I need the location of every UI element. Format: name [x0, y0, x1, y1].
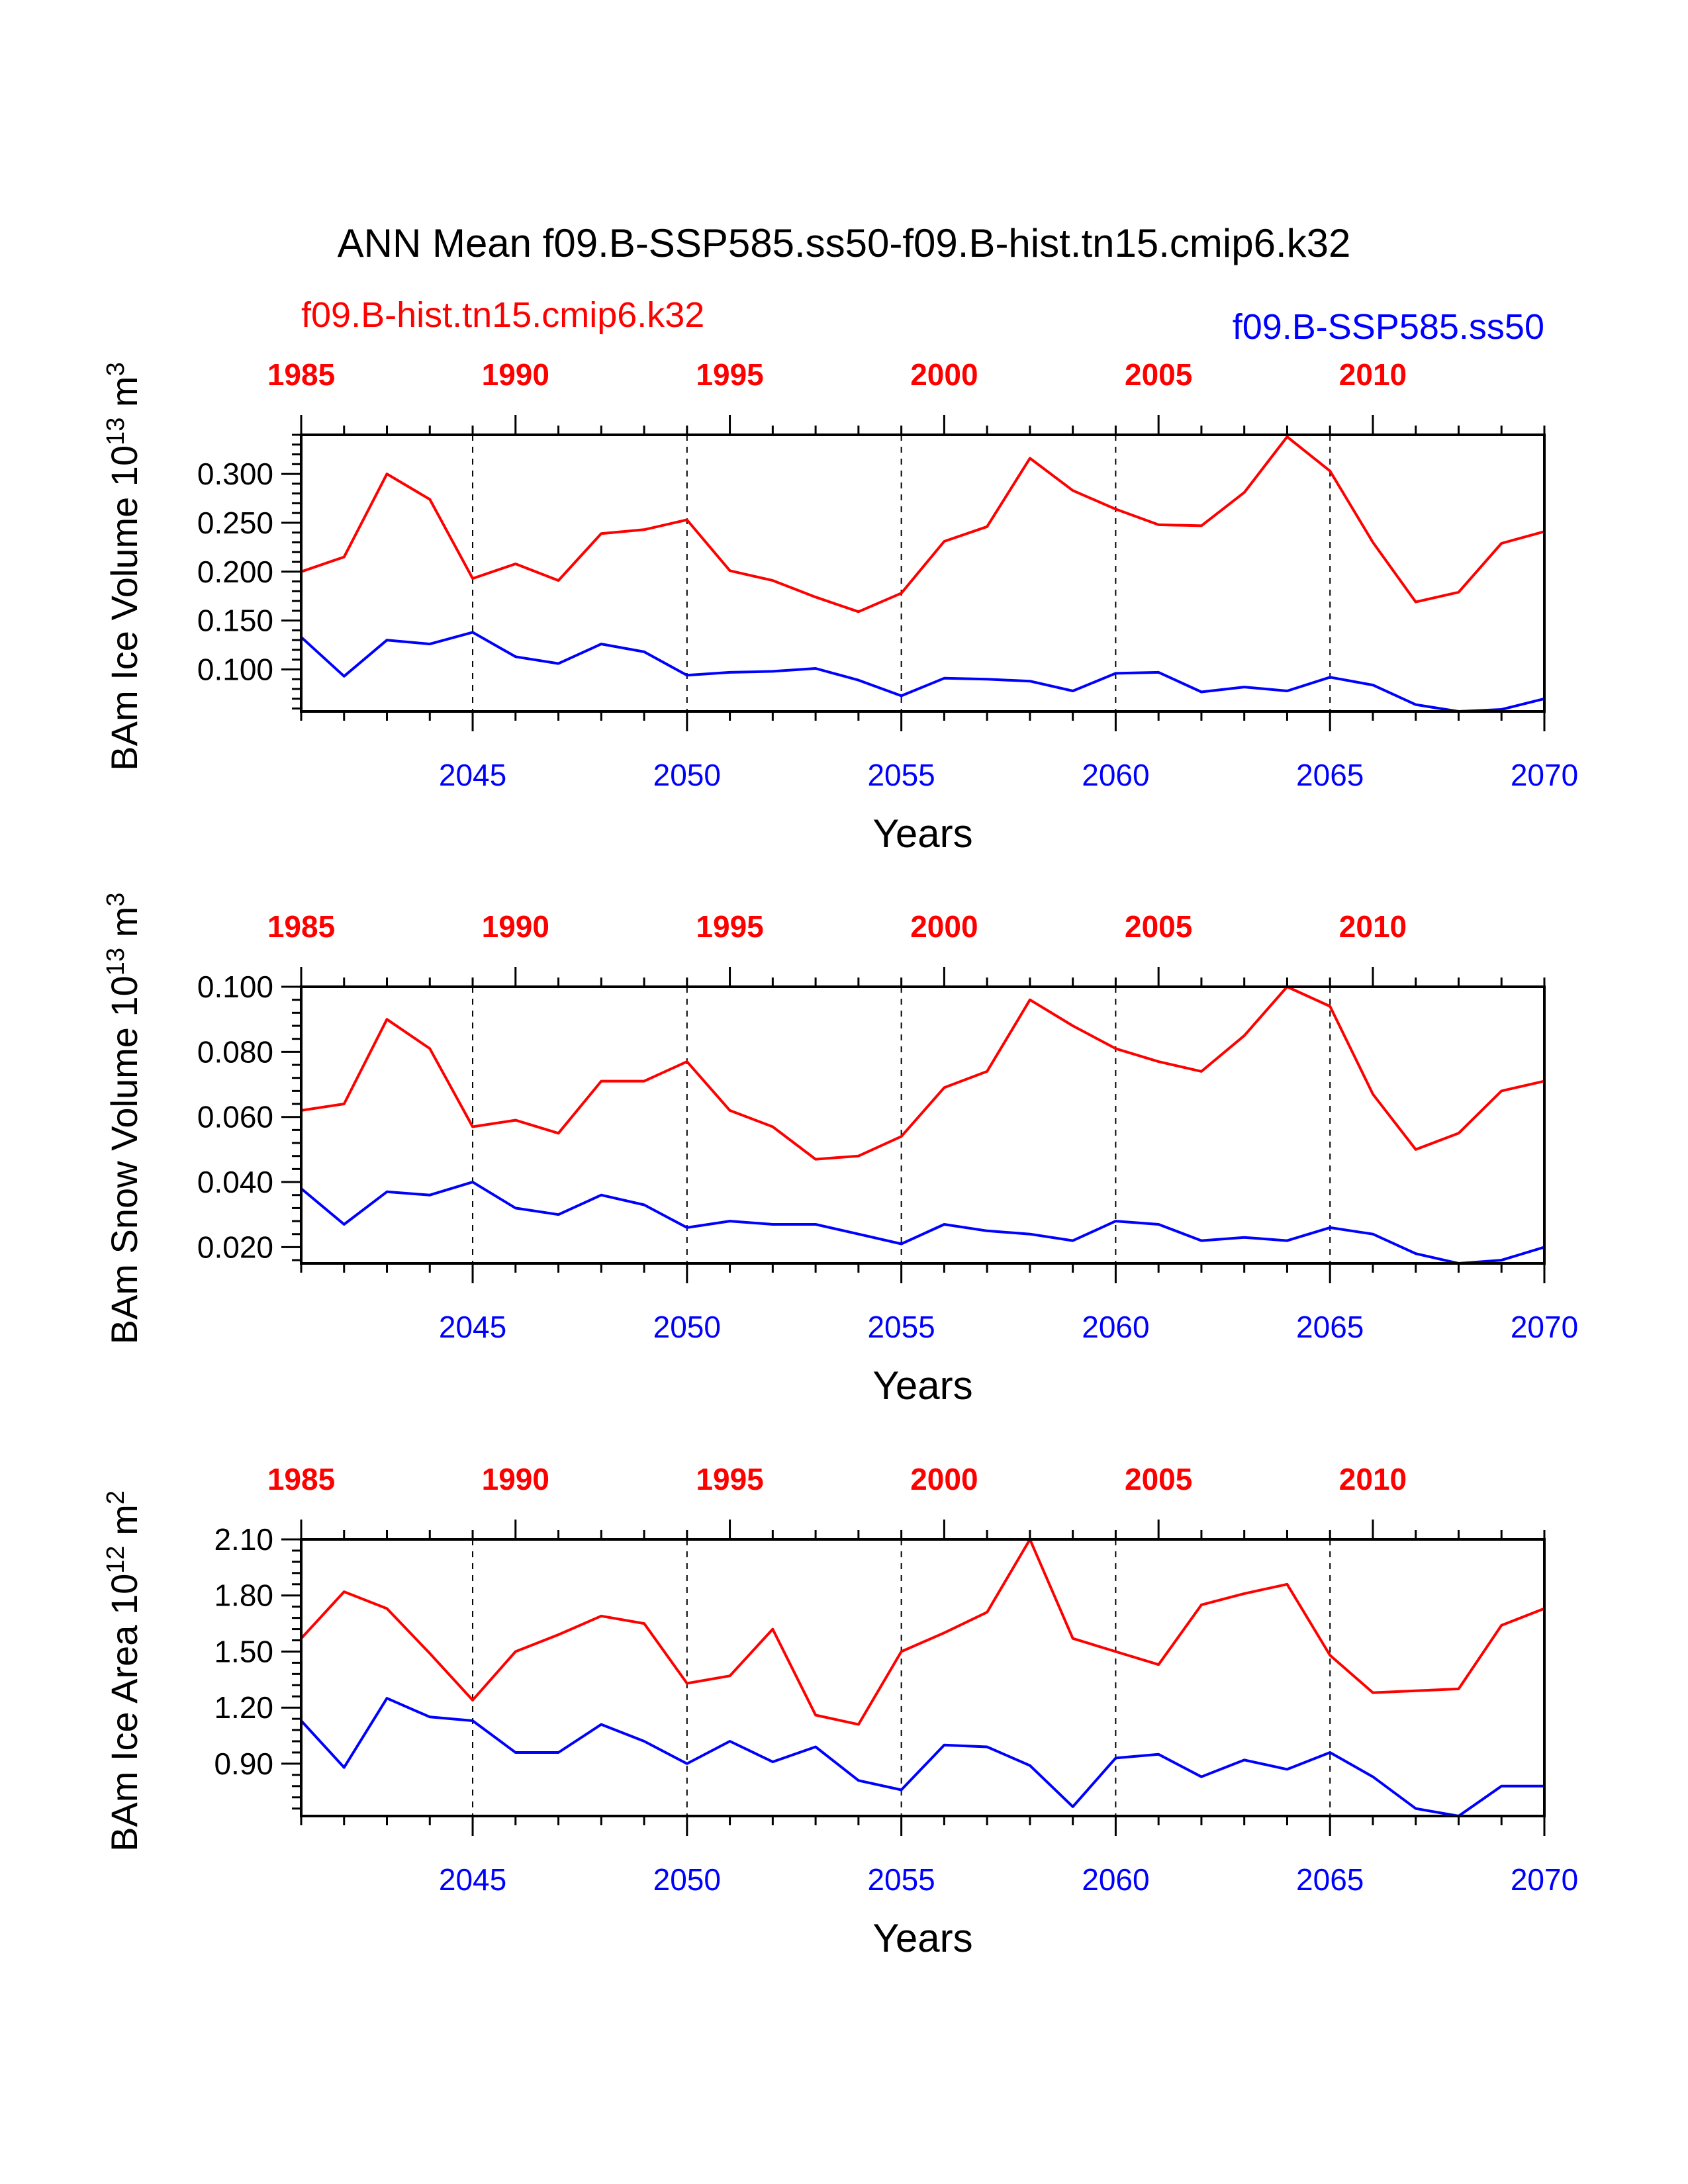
x-tick-label-top: 2000: [910, 909, 978, 944]
x-axis-label: Years: [872, 1916, 972, 1960]
series-line-red: [300, 1538, 1545, 1726]
y-tick-label: 0.250: [197, 506, 273, 540]
y-tick-label: 1.50: [214, 1634, 273, 1668]
y-axis-label-part: m: [103, 907, 145, 948]
y-axis-label: BAm Snow Volume 1013 m3: [102, 893, 145, 1345]
x-tick-label-bottom: 2070: [1511, 1862, 1578, 1897]
series-line-blue: [300, 1181, 1545, 1265]
x-tick-label-top: 2005: [1125, 357, 1192, 392]
y-tick-label: 0.080: [197, 1034, 273, 1069]
y-axis-label-part: 2: [102, 1490, 130, 1504]
x-tick-label-top: 1985: [267, 909, 335, 944]
x-axis-label: Years: [872, 1363, 972, 1408]
panel-3: 2045 2050 2055 2060 2065 2070 1985 1990 1995 2000…: [102, 1462, 1578, 1960]
x-tick-label-bottom: 2055: [867, 1862, 935, 1897]
y-tick-label: 0.300: [197, 457, 273, 491]
x-tick-label-top: 2000: [910, 1462, 978, 1496]
y-tick-label: 0.150: [197, 604, 273, 638]
x-axis-label: Years: [872, 811, 972, 856]
x-tick-label-bottom: 2045: [439, 1862, 506, 1897]
y-tick-label: 0.020: [197, 1230, 273, 1264]
y-axis-label-part: m: [103, 376, 145, 417]
x-tick-label-bottom: 2065: [1296, 758, 1364, 792]
x-tick-label-bottom: 2055: [867, 1310, 935, 1344]
x-tick-label-top: 1985: [267, 357, 335, 392]
plot-frame: [300, 433, 1546, 713]
y-tick-label: 0.200: [197, 555, 273, 589]
panel-1: 2045 2050 2055 2060 2065 2070 1985 1990 1995 2000…: [102, 357, 1578, 856]
y-axis-label-part: 13: [102, 948, 130, 976]
y-axis-label-part: BAm Ice Area 10: [103, 1574, 145, 1852]
x-tick-label-bottom: 2060: [1082, 1862, 1149, 1897]
y-axis-label-part: BAm Ice Volume 10: [103, 445, 145, 771]
x-tick-label-top: 1995: [696, 357, 763, 392]
y-tick-label: 1.20: [214, 1690, 273, 1725]
y-tick-label: 1.80: [214, 1578, 273, 1613]
x-tick-label-bottom: 2060: [1082, 1310, 1149, 1344]
x-tick-label-bottom: 2045: [439, 1310, 506, 1344]
x-tick-label-bottom: 2050: [653, 1310, 721, 1344]
x-tick-label-bottom: 2050: [653, 758, 721, 792]
series-line-red: [301, 435, 1545, 614]
plot-frame: [300, 985, 1546, 1265]
x-tick-label-top: 1990: [482, 357, 549, 392]
x-tick-label-bottom: 2060: [1082, 758, 1149, 792]
y-axis-label: BAm Ice Area 1012 m2: [102, 1490, 145, 1852]
x-tick-label-bottom: 2050: [653, 1862, 721, 1897]
y-axis-label-part: m: [103, 1504, 145, 1545]
x-tick-label-bottom: 2070: [1511, 1310, 1578, 1344]
y-tick-label: 0.060: [197, 1100, 273, 1134]
y-tick-label: 0.100: [197, 970, 273, 1004]
x-tick-label-bottom: 2045: [439, 758, 506, 792]
y-axis-label-part: 3: [102, 362, 130, 376]
x-tick-label-top: 1990: [482, 909, 549, 944]
panel-2: 2045 2050 2055 2060 2065 2070 1985 1990 1995 2000…: [102, 893, 1578, 1408]
x-tick-label-bottom: 2055: [867, 758, 935, 792]
series-line-blue: [300, 631, 1545, 713]
x-tick-label-top: 1990: [482, 1462, 549, 1496]
x-tick-label-bottom: 2065: [1296, 1862, 1364, 1897]
y-axis-label: BAm Ice Volume 1013 m3: [102, 362, 145, 770]
y-tick-label: 0.100: [197, 652, 273, 686]
x-tick-label-top: 2005: [1125, 1462, 1192, 1496]
series-line-blue: [300, 1697, 1544, 1817]
panels-group: 2045 2050 2055 2060 2065 2070 1985 1990 1995 2000…: [102, 357, 1578, 1960]
y-tick-label: 0.90: [214, 1747, 273, 1781]
chart-title: ANN Mean f09.B-SSP585.ss50-f09.B-hist.tn…: [338, 221, 1351, 265]
x-tick-label-top: 1985: [267, 1462, 335, 1496]
x-tick-label-top: 1995: [696, 909, 763, 944]
x-tick-label-top: 2010: [1339, 1462, 1407, 1496]
y-axis-label-part: BAm Snow Volume 10: [103, 976, 145, 1344]
x-tick-label-bottom: 2065: [1296, 1310, 1364, 1344]
x-tick-label-top: 2000: [910, 357, 978, 392]
x-tick-label-bottom: 2070: [1511, 758, 1578, 792]
y-tick-label: 0.040: [197, 1165, 273, 1199]
x-tick-label-top: 2005: [1125, 909, 1192, 944]
legend-label-blue: f09.B-SSP585.ss50: [1233, 307, 1544, 347]
y-tick-label: 2.10: [214, 1522, 273, 1557]
plot-frame: [300, 1538, 1546, 1817]
y-axis-label-part: 13: [102, 418, 130, 445]
x-tick-label-top: 2010: [1339, 357, 1407, 392]
x-tick-label-top: 2010: [1339, 909, 1407, 944]
legend-label-red: f09.B-hist.tn15.cmip6.k32: [301, 295, 704, 335]
y-axis-label-part: 12: [102, 1545, 130, 1573]
x-tick-label-top: 1995: [696, 1462, 763, 1496]
y-axis-label-part: 3: [102, 893, 130, 907]
series-line-red: [301, 985, 1545, 1161]
